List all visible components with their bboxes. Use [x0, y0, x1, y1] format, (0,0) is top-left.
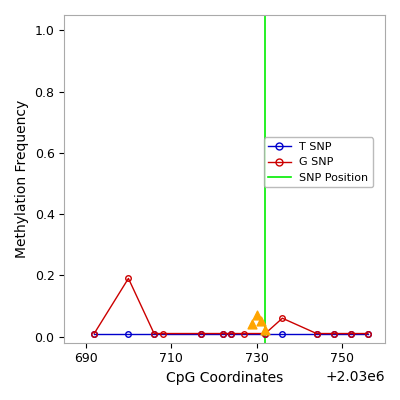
X-axis label: CpG Coordinates: CpG Coordinates: [166, 371, 283, 385]
Point: [262, 327, 268, 334]
Point: [258, 318, 264, 324]
Point: [249, 321, 256, 328]
Point: [254, 312, 260, 318]
Y-axis label: Methylation Frequency: Methylation Frequency: [15, 100, 29, 258]
Legend: T SNP, G SNP, SNP Position: T SNP, G SNP, SNP Position: [264, 138, 373, 188]
